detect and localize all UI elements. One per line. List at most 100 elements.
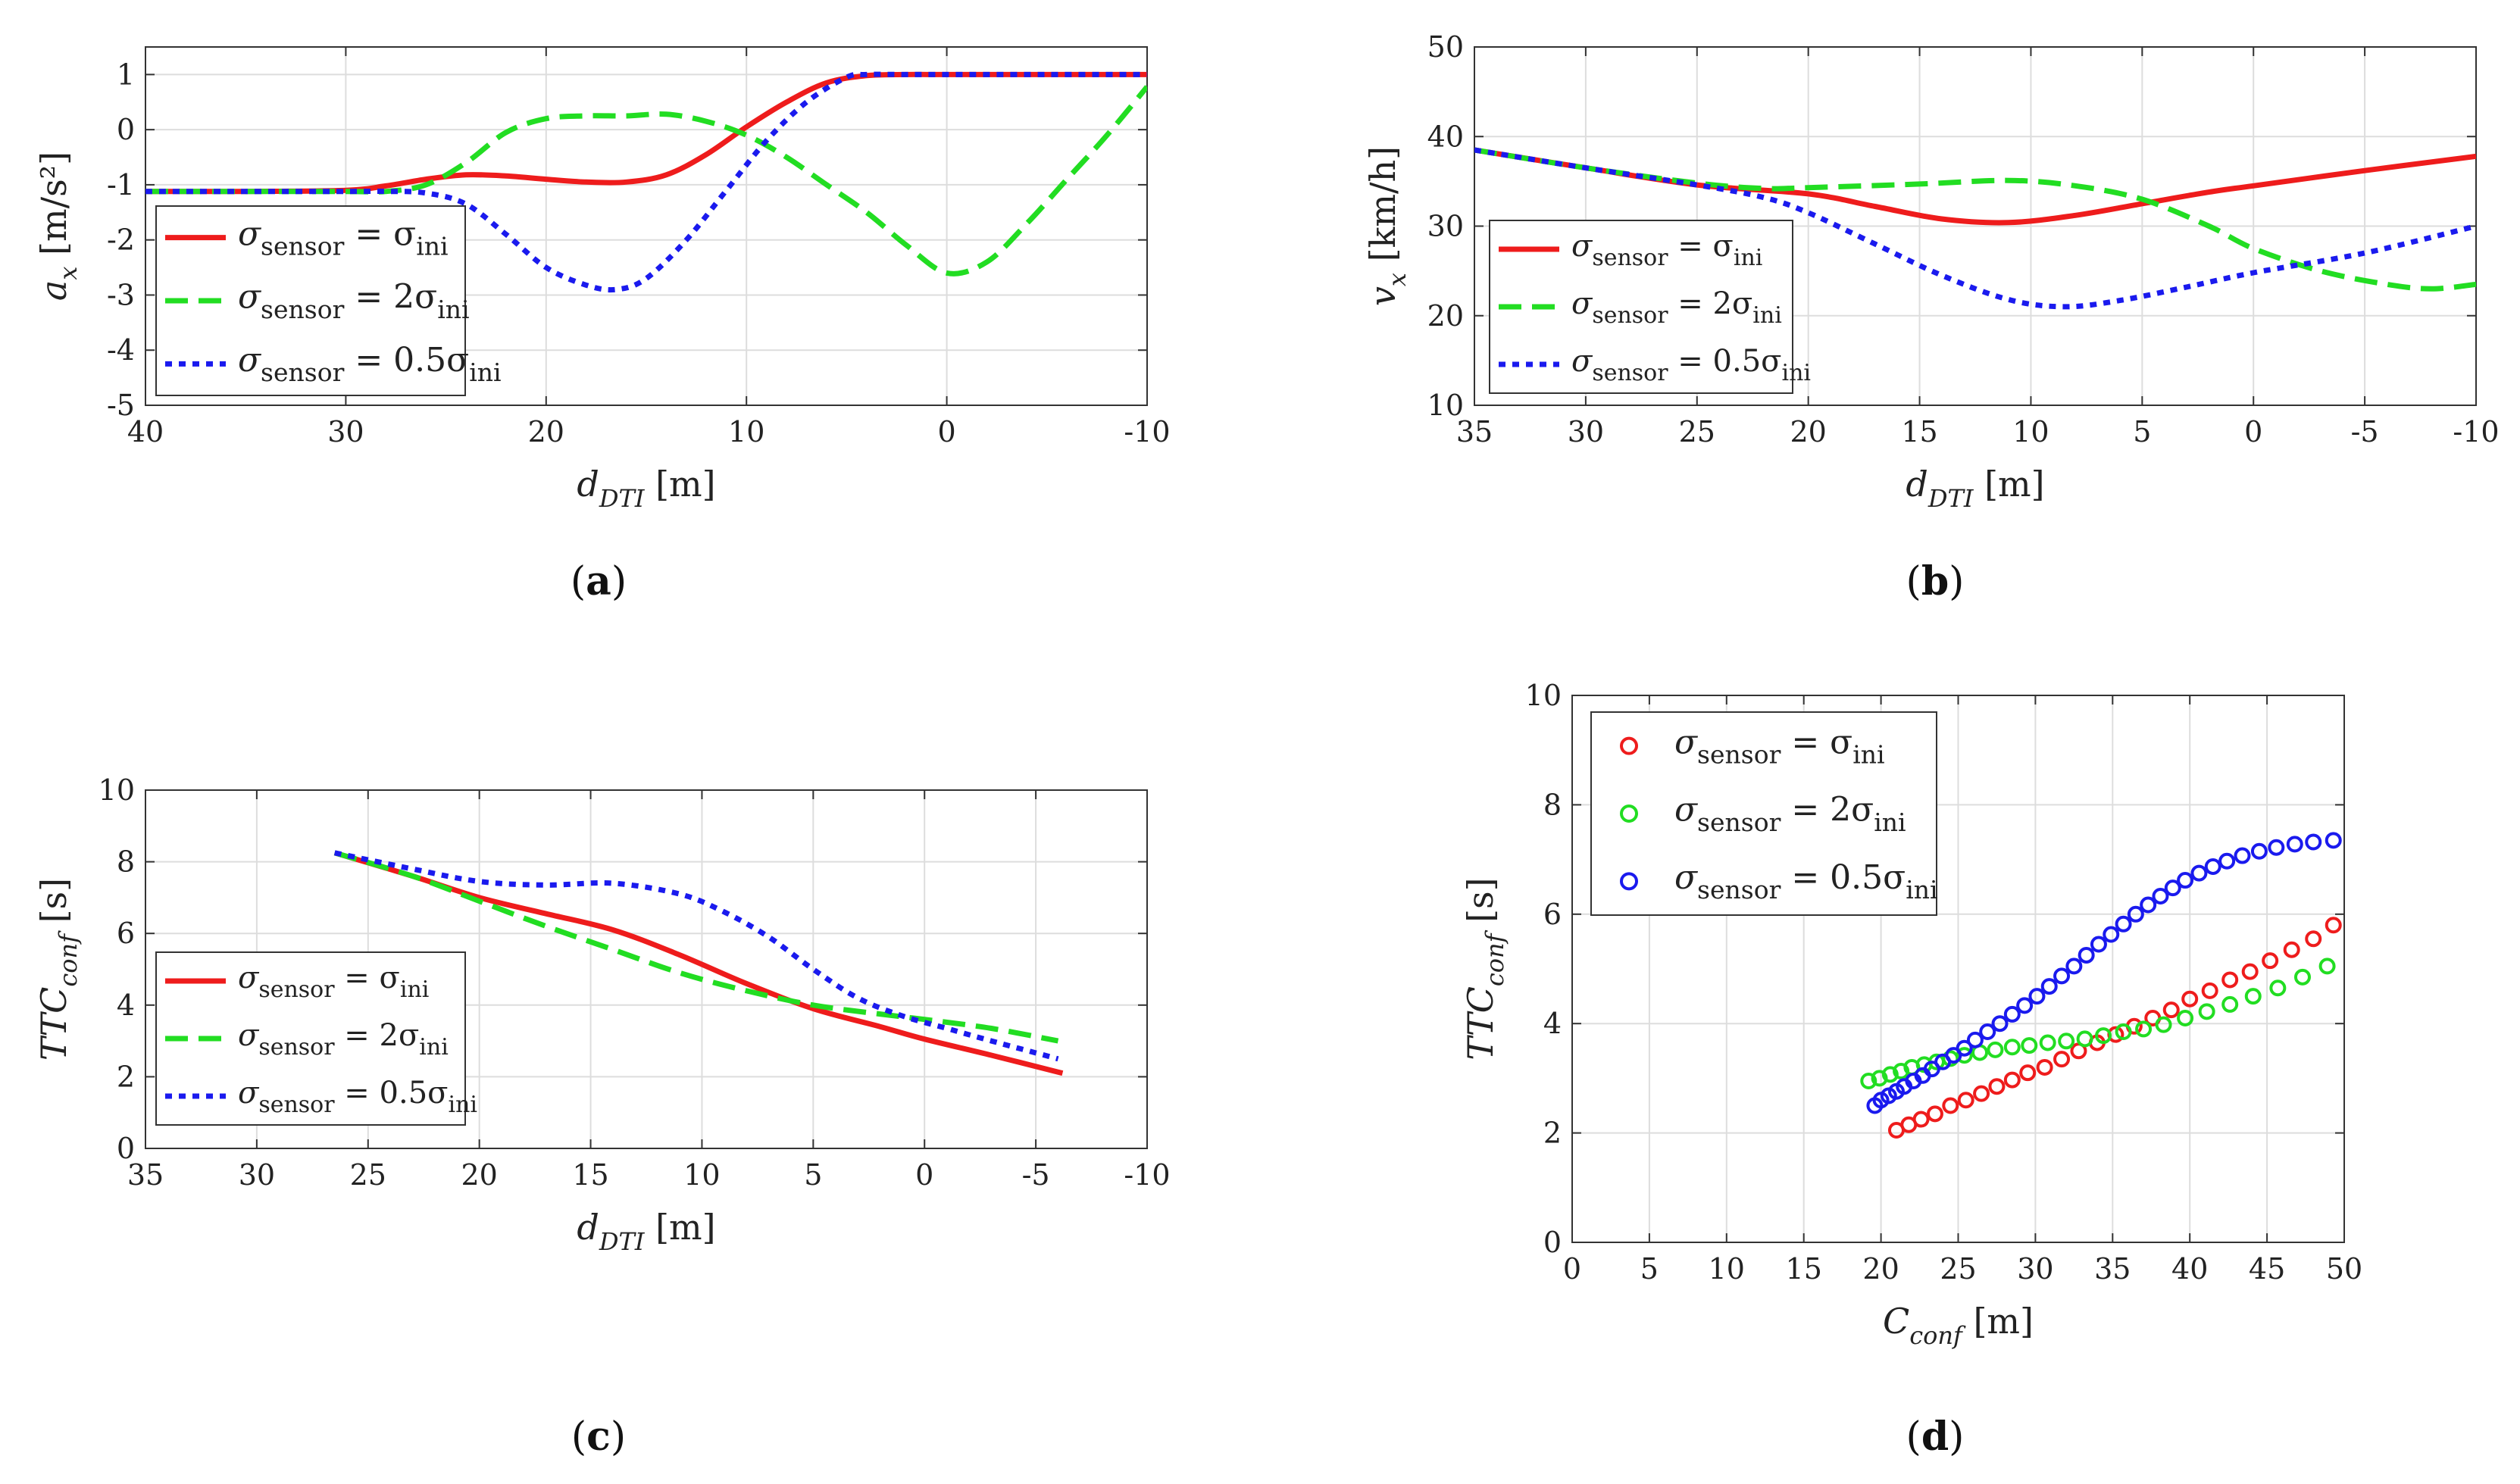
x-tick-label: 45 xyxy=(2249,1252,2285,1286)
data-point xyxy=(2268,839,2285,856)
data-point xyxy=(2305,833,2322,851)
x-axis-label: dDTI [m] xyxy=(577,1207,715,1256)
x-tick-label: 20 xyxy=(1862,1252,1899,1286)
legend-box xyxy=(1590,711,1937,916)
data-point xyxy=(2244,988,2262,1005)
data-point xyxy=(1987,1041,2004,1058)
x-tick-label: 5 xyxy=(1640,1252,1659,1286)
data-point xyxy=(1991,1015,2009,1033)
legend-label: σsensor = σini xyxy=(1571,229,1762,271)
x-tick-label: -10 xyxy=(1124,415,1170,448)
x-axis-label: dDTI [m] xyxy=(1906,464,2044,513)
data-point xyxy=(2286,836,2303,853)
data-point xyxy=(2076,1030,2093,1048)
x-tick-label: 35 xyxy=(127,1158,164,1192)
data-point xyxy=(2090,936,2107,953)
data-point xyxy=(1973,1085,1990,1102)
data-point xyxy=(2016,997,2034,1014)
x-tick-label: 0 xyxy=(938,415,956,448)
y-tick-label: 30 xyxy=(1427,210,1464,243)
data-point xyxy=(2003,1039,2021,1056)
panel-label: (a) xyxy=(571,558,627,605)
y-tick-label: -1 xyxy=(107,168,135,202)
data-point xyxy=(2152,887,2169,904)
chart-c: 35 30 25 20 15 10 5 0 -5 -10 0 2 4 6 8 10 dDTI [m] TTCcon… xyxy=(33,773,1171,1460)
legend-label: σsensor = 2σini xyxy=(238,1018,449,1061)
data-point xyxy=(2325,917,2342,934)
data-point xyxy=(1988,1078,2006,1095)
data-point xyxy=(1966,1031,1984,1048)
x-tick-label: 50 xyxy=(2326,1252,2362,1286)
x-tick-label: 15 xyxy=(1901,415,1937,448)
y-tick-label: 0 xyxy=(1543,1226,1562,1259)
data-point xyxy=(2177,872,2194,889)
y-tick-label: 20 xyxy=(1427,299,1464,333)
legend-d: σsensor = σini σsensor = 2σini σsensor = 0… xyxy=(1590,711,1938,916)
legend-label: σsensor = σini xyxy=(1674,723,1885,769)
y-tick-label: 10 xyxy=(1427,389,1464,422)
y-axis-label: vx [km/h] xyxy=(1362,146,1412,306)
data-point xyxy=(1860,1073,1877,1090)
x-tick-label: 20 xyxy=(461,1158,497,1192)
data-point xyxy=(2325,832,2342,849)
y-tick-label: 0 xyxy=(117,113,135,146)
data-point xyxy=(2003,1005,2021,1023)
y-tick-label: -5 xyxy=(107,389,135,422)
x-tick-label: 35 xyxy=(1456,415,1493,448)
x-tick-label: 5 xyxy=(804,1158,822,1192)
data-point xyxy=(2039,1034,2056,1051)
data-point xyxy=(1926,1105,1943,1123)
legend-label: σsensor = 2σini xyxy=(1674,791,1906,837)
legend-label: σsensor = σini xyxy=(238,961,429,1003)
x-tick-label: 40 xyxy=(2171,1252,2208,1286)
panel-label: (d) xyxy=(1906,1414,1965,1460)
x-tick-label: -10 xyxy=(2453,415,2499,448)
data-point xyxy=(1942,1097,1959,1114)
data-point xyxy=(2155,1016,2172,1033)
data-point xyxy=(2283,941,2300,958)
data-point xyxy=(2065,958,2083,975)
data-point xyxy=(2115,915,2132,933)
x-tick-label: 15 xyxy=(572,1158,608,1192)
data-point xyxy=(2115,1023,2132,1041)
data-point xyxy=(2262,952,2279,970)
data-point xyxy=(2318,958,2336,975)
data-point xyxy=(2036,1058,2053,1076)
chart-d: 0 5 10 15 20 25 30 35 40 45 50 0 2 4 6 8 10 Cconf [m] TTCc… xyxy=(1460,679,2362,1460)
x-tick-label: 40 xyxy=(127,415,164,448)
y-tick-label: 10 xyxy=(1525,679,1562,712)
data-point xyxy=(2250,842,2268,860)
data-point xyxy=(1881,1066,1899,1083)
legend-c: σsensor = σini σsensor = 2σini σsensor = 0… xyxy=(155,951,477,1126)
y-tick-label: 50 xyxy=(1427,30,1464,64)
data-point xyxy=(2003,1071,2021,1089)
y-tick-label: 4 xyxy=(117,989,135,1022)
x-tick-label: 10 xyxy=(683,1158,720,1192)
y-tick-label: 40 xyxy=(1427,120,1464,153)
data-point xyxy=(2021,1037,2038,1054)
panel-label: (c) xyxy=(571,1414,626,1460)
y-tick-label: -4 xyxy=(107,333,135,367)
data-point xyxy=(2198,1003,2215,1020)
x-tick-label: 35 xyxy=(2094,1252,2131,1286)
data-point xyxy=(2218,852,2236,870)
x-axis-label: dDTI [m] xyxy=(577,464,715,513)
legend-swatch xyxy=(1620,736,1638,755)
data-point xyxy=(2181,990,2199,1008)
legend-label: σsensor = 0.5σini xyxy=(238,1076,477,1118)
legend-b: σsensor = σini σsensor = 2σini σsensor = 0… xyxy=(1489,220,1811,394)
x-tick-label: 0 xyxy=(915,1158,933,1192)
data-point xyxy=(2019,1064,2037,1082)
y-tick-label: 6 xyxy=(117,917,135,950)
y-tick-label: 8 xyxy=(1543,788,1562,821)
y-tick-label: -3 xyxy=(107,278,135,311)
data-point xyxy=(2269,979,2287,997)
data-point xyxy=(2162,1001,2180,1019)
data-point xyxy=(2204,858,2221,875)
y-axis-label: ax [m/s²] xyxy=(33,152,83,301)
x-tick-label: 30 xyxy=(239,1158,275,1192)
data-point xyxy=(2053,967,2071,985)
panel-label: (b) xyxy=(1906,558,1965,605)
